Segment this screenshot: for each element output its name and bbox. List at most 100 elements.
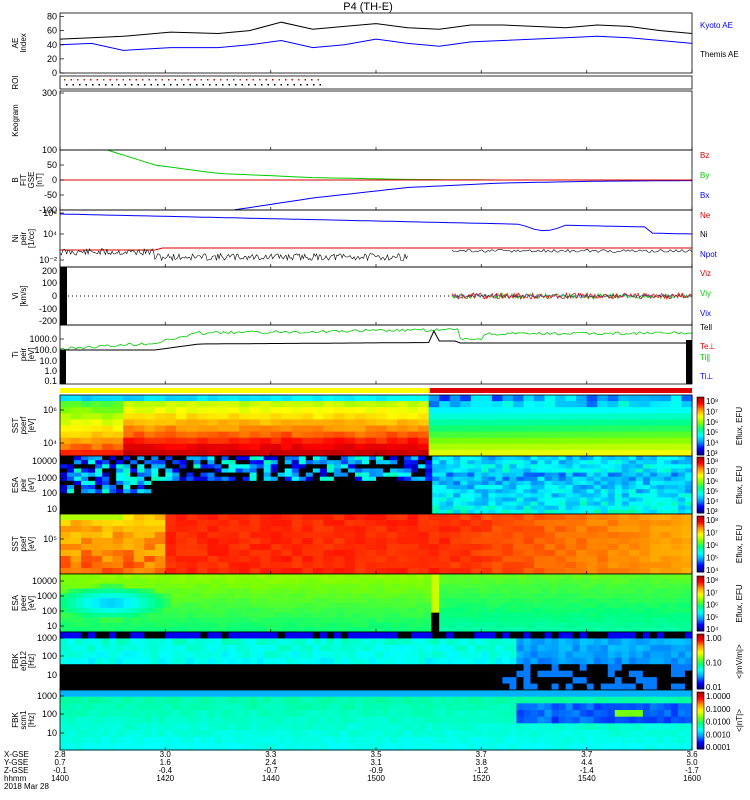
- spec-cell: [439, 538, 450, 545]
- spec-cell: [518, 589, 527, 594]
- spec-cell: [447, 584, 456, 589]
- spec-cell: [289, 613, 298, 618]
- roi-mark: [311, 79, 313, 81]
- spec-cell: [523, 468, 531, 473]
- spec-cell: [460, 401, 471, 408]
- spec-cell: [383, 506, 391, 511]
- spec-cell: [344, 395, 355, 402]
- spec-cell: [271, 432, 282, 439]
- spec-cell: [411, 456, 419, 461]
- spec-cell: [502, 464, 510, 469]
- spec-cell: [207, 401, 218, 408]
- spec-cell: [341, 456, 349, 461]
- spec-cell: [492, 419, 503, 426]
- spec-cell: [545, 645, 553, 652]
- spec-cell: [139, 593, 148, 598]
- spec-cell: [580, 477, 588, 482]
- spec-cell: [460, 632, 468, 639]
- spec-cell: [639, 419, 650, 426]
- spec-cell: [474, 502, 482, 507]
- spec-cell: [67, 671, 75, 678]
- spec-cell: [200, 489, 208, 494]
- spec-cell: [341, 506, 349, 511]
- spec-cell: [74, 506, 82, 511]
- spec-cell: [685, 506, 693, 511]
- spec-cell: [509, 645, 517, 652]
- spec-cell: [576, 532, 587, 539]
- spec-cell: [362, 710, 370, 717]
- roi-mark: [261, 84, 263, 86]
- spec-cell: [597, 407, 608, 414]
- spec-cell: [492, 444, 503, 451]
- spec-cell: [516, 468, 524, 473]
- spec-cell: [467, 697, 475, 704]
- spec-cell: [218, 520, 229, 527]
- spec-cell: [165, 651, 173, 658]
- spec-cell: [137, 481, 145, 486]
- spec-cell: [502, 407, 513, 414]
- spec-cell: [95, 703, 103, 710]
- spec-cell: [67, 664, 75, 671]
- spec-cell: [587, 438, 598, 445]
- spec-cell: [397, 450, 408, 457]
- spec-cell: [550, 613, 559, 618]
- spec-cell: [313, 497, 321, 502]
- spec-cell: [576, 550, 587, 557]
- spec-cell: [313, 608, 322, 613]
- spec-cell: [250, 473, 258, 478]
- spec-cell: [172, 677, 180, 684]
- spec-cell: [566, 468, 574, 473]
- spec-cell: [474, 481, 482, 486]
- spec-cell: [292, 544, 303, 551]
- spec-cell: [165, 520, 176, 527]
- b-series-0: [107, 150, 692, 180]
- spec-cell: [327, 664, 335, 671]
- spec-cell: [390, 690, 398, 697]
- spec-cell: [186, 710, 194, 717]
- spec-cell: [60, 419, 71, 426]
- spec-cell: [589, 574, 598, 579]
- spec-cell: [392, 584, 401, 589]
- spec-cell: [107, 574, 116, 579]
- spec-cell: [67, 473, 75, 478]
- spec-cell: [297, 589, 306, 594]
- spec-cell: [502, 493, 510, 498]
- spec-cell: [226, 618, 235, 623]
- spec-cell: [423, 598, 432, 603]
- spec-cell: [158, 677, 166, 684]
- spec-cell: [678, 485, 686, 490]
- spec-cell: [236, 677, 244, 684]
- spec-cell: [446, 638, 454, 645]
- spec-cell: [369, 671, 377, 678]
- spec-cell: [685, 645, 693, 652]
- spec-cell: [155, 579, 164, 584]
- spec-cell: [376, 697, 384, 704]
- spec-cell: [207, 658, 215, 665]
- spec-cell: [60, 658, 68, 665]
- spec-cell: [226, 603, 235, 608]
- spec-cell: [559, 456, 567, 461]
- spec-cell: [176, 544, 187, 551]
- colorbar-label: 0.10: [706, 659, 722, 668]
- colorbar-label: 10⁵: [706, 428, 718, 437]
- spec-cell: [601, 493, 609, 498]
- spec-cell: [587, 432, 598, 439]
- spec-cell: [123, 438, 134, 445]
- spec-sst-psef: [60, 514, 693, 575]
- spec-cell: [530, 645, 538, 652]
- spec-sst-pserf: [60, 395, 693, 457]
- spec-cell: [147, 579, 156, 584]
- spec-cell: [327, 651, 335, 658]
- spec-cell: [418, 401, 429, 408]
- spec-cell: [271, 468, 279, 473]
- spec-cell: [334, 489, 342, 494]
- spec-cell: [481, 460, 489, 465]
- spec-cell: [650, 651, 658, 658]
- spec-cell: [306, 651, 314, 658]
- spec-cell: [171, 603, 180, 608]
- spec-cell: [629, 468, 637, 473]
- spec-cell: [594, 645, 602, 652]
- spec-cell: [629, 493, 637, 498]
- spec-cell: [165, 493, 173, 498]
- spec-cell: [271, 638, 279, 645]
